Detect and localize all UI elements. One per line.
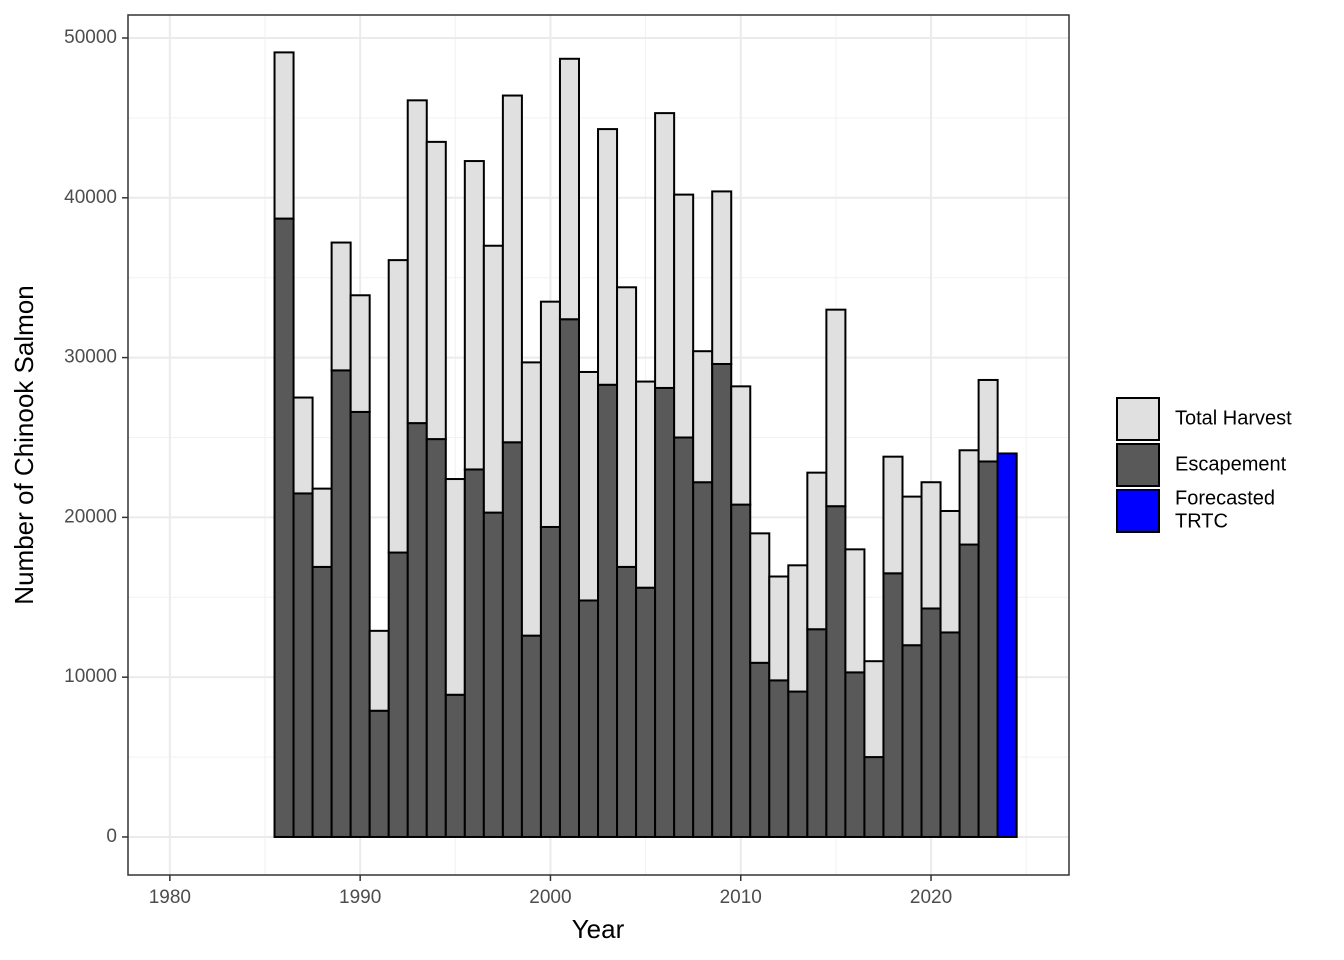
bar-segment	[901, 495, 923, 647]
bar-segment	[749, 532, 771, 664]
bar-segment	[425, 438, 447, 838]
x-tick-label: 2010	[720, 887, 762, 908]
legend-label: Total Harvest	[1175, 407, 1292, 429]
bar-segment	[577, 599, 600, 838]
bar-segment	[597, 128, 619, 386]
bar-segment	[349, 294, 371, 413]
bar-segment	[996, 452, 1018, 838]
x-tick-label: 1990	[339, 887, 381, 908]
bar-segment	[730, 503, 752, 838]
legend-key	[1116, 489, 1160, 533]
bar-segment	[406, 422, 428, 838]
y-axis-title: Number of Chinook Salmon	[9, 285, 39, 604]
bar-segment	[787, 564, 809, 693]
bar-segment	[844, 671, 866, 838]
bar-segment	[330, 241, 352, 372]
bar-segment	[730, 385, 752, 506]
x-tick-label: 1980	[149, 887, 191, 908]
bar-segment	[616, 286, 638, 568]
bar-segment	[958, 449, 980, 546]
bar-segment	[273, 217, 295, 838]
bar-segment	[330, 369, 352, 838]
x-axis-title: Year	[572, 914, 625, 944]
bar-segment	[692, 350, 714, 484]
bar-segment	[768, 575, 790, 682]
bar-segment	[558, 57, 580, 321]
legend-label: Escapement	[1175, 453, 1287, 475]
bar-segment	[882, 455, 904, 575]
bar-segment	[520, 634, 542, 838]
bar-segment	[539, 525, 561, 838]
legend-key	[1116, 443, 1160, 487]
bar-segment	[882, 572, 904, 838]
bar-segment	[787, 690, 809, 838]
y-tick-label: 40000	[64, 187, 117, 208]
y-tick-label: 30000	[64, 347, 117, 368]
bar-segment	[749, 661, 771, 838]
x-tick-label: 2020	[910, 887, 952, 908]
bar-segment	[425, 140, 447, 441]
y-tick-label: 50000	[64, 27, 117, 48]
bar-segment	[501, 94, 523, 444]
bar-segment	[482, 244, 504, 514]
bar-segment	[673, 436, 695, 838]
bar-segment	[387, 259, 409, 554]
bar-segment	[349, 410, 371, 838]
bar-segment	[463, 468, 485, 838]
bar-segment	[444, 478, 466, 696]
y-tick-label: 10000	[64, 666, 117, 687]
x-tick-label: 2000	[529, 887, 571, 908]
bar-segment	[920, 607, 942, 838]
bar-segment	[920, 481, 942, 610]
bar-segment	[558, 318, 580, 838]
bar-segment	[692, 481, 714, 838]
bar-segment	[387, 551, 409, 838]
bar-segment	[597, 383, 619, 838]
bar-segment	[825, 308, 847, 508]
legend-key	[1116, 397, 1160, 441]
bar-segment	[958, 543, 980, 838]
bar-segment	[863, 660, 885, 759]
bar-segment	[863, 756, 885, 838]
bar-segment	[673, 193, 695, 439]
bar-segment	[311, 487, 333, 568]
bar-segment	[463, 160, 485, 471]
bar-segment	[444, 693, 466, 838]
bar-segment	[654, 112, 676, 389]
bar-segment	[635, 380, 657, 589]
bar-segment	[901, 644, 923, 838]
bar-segment	[806, 628, 828, 838]
bar-segment	[711, 362, 733, 838]
panel-border	[127, 14, 1070, 876]
bar-segment	[844, 548, 866, 674]
bar-segment	[577, 370, 600, 602]
legend-label: Forecasted TRTC	[1175, 488, 1275, 533]
bar-segment	[977, 378, 999, 463]
y-tick-label: 20000	[64, 506, 117, 527]
bar-segment	[501, 441, 523, 838]
bar-segment	[368, 709, 390, 838]
bar-segment	[539, 300, 561, 528]
bar-segment	[825, 505, 847, 838]
bar-segment	[482, 511, 504, 838]
bar-segment	[939, 509, 961, 634]
bar-segment	[939, 631, 961, 838]
bar-segment	[654, 386, 676, 838]
bar-segment	[616, 565, 638, 838]
bar-segment	[311, 565, 333, 838]
bar-segment	[806, 471, 828, 631]
bar-segment	[292, 396, 314, 495]
bar-segment	[768, 679, 790, 838]
bar-segment	[273, 51, 295, 220]
y-tick-label: 0	[106, 826, 117, 847]
bar-segment	[368, 629, 390, 712]
bar-segment	[520, 361, 542, 637]
bar-segment	[292, 492, 314, 838]
bar-segment	[711, 190, 733, 365]
bar-segment	[406, 99, 428, 425]
bar-segment	[977, 460, 999, 838]
bar-segment	[635, 586, 657, 838]
